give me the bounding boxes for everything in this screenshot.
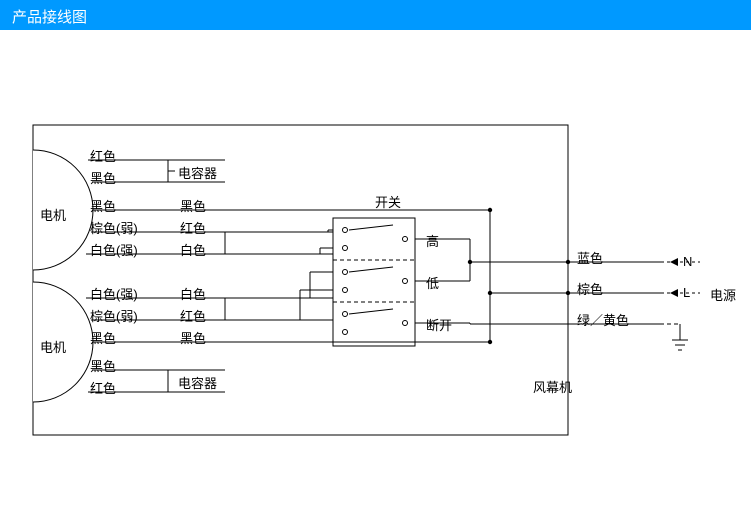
wire-color: 黑色 xyxy=(180,328,206,347)
power-label: 电源 xyxy=(710,285,736,304)
switch-pos: 低 xyxy=(426,273,439,292)
diagram-svg xyxy=(0,30,751,507)
wire-color: 棕色(弱) xyxy=(90,306,138,325)
wire-color: 黑色 xyxy=(90,356,116,375)
wire-color: 黑色 xyxy=(180,196,206,215)
wire-color: 红色 xyxy=(90,378,116,397)
wire-color: 黑色 xyxy=(90,196,116,215)
terminal: N xyxy=(683,254,692,269)
switch-pos: 高 xyxy=(426,231,439,250)
wire-color: 黑色 xyxy=(90,328,116,347)
wire-label: 棕色 xyxy=(577,279,603,298)
wire-label: 蓝色 xyxy=(577,248,603,267)
motor-label: 电机 xyxy=(40,205,66,224)
wire-color: 红色 xyxy=(180,306,206,325)
capacitor-label: 电容器 xyxy=(178,373,217,392)
wire-color: 白色 xyxy=(180,284,206,303)
wire-label: 绿／黄色 xyxy=(577,310,629,329)
wire-color: 红色 xyxy=(90,146,116,165)
wiring-diagram: 电机电机红色黑色电容器黑色黑色棕色(弱)红色白色(强)白色白色(强)白色棕色(弱… xyxy=(0,30,751,507)
switch-pos: 断开 xyxy=(426,315,452,334)
unit-label: 风幕机 xyxy=(533,377,572,396)
wire-color: 红色 xyxy=(180,218,206,237)
terminal: L xyxy=(683,285,690,300)
wire-color: 棕色(弱) xyxy=(90,218,138,237)
wire-color: 白色(强) xyxy=(90,240,138,259)
wire-color: 白色 xyxy=(180,240,206,259)
page-title: 产品接线图 xyxy=(12,9,87,26)
switch-label: 开关 xyxy=(375,192,401,211)
title-bar: 产品接线图 xyxy=(0,0,751,30)
wire-color: 白色(强) xyxy=(90,284,138,303)
wire-color: 黑色 xyxy=(90,168,116,187)
capacitor-label: 电容器 xyxy=(178,163,217,182)
motor-label: 电机 xyxy=(40,337,66,356)
